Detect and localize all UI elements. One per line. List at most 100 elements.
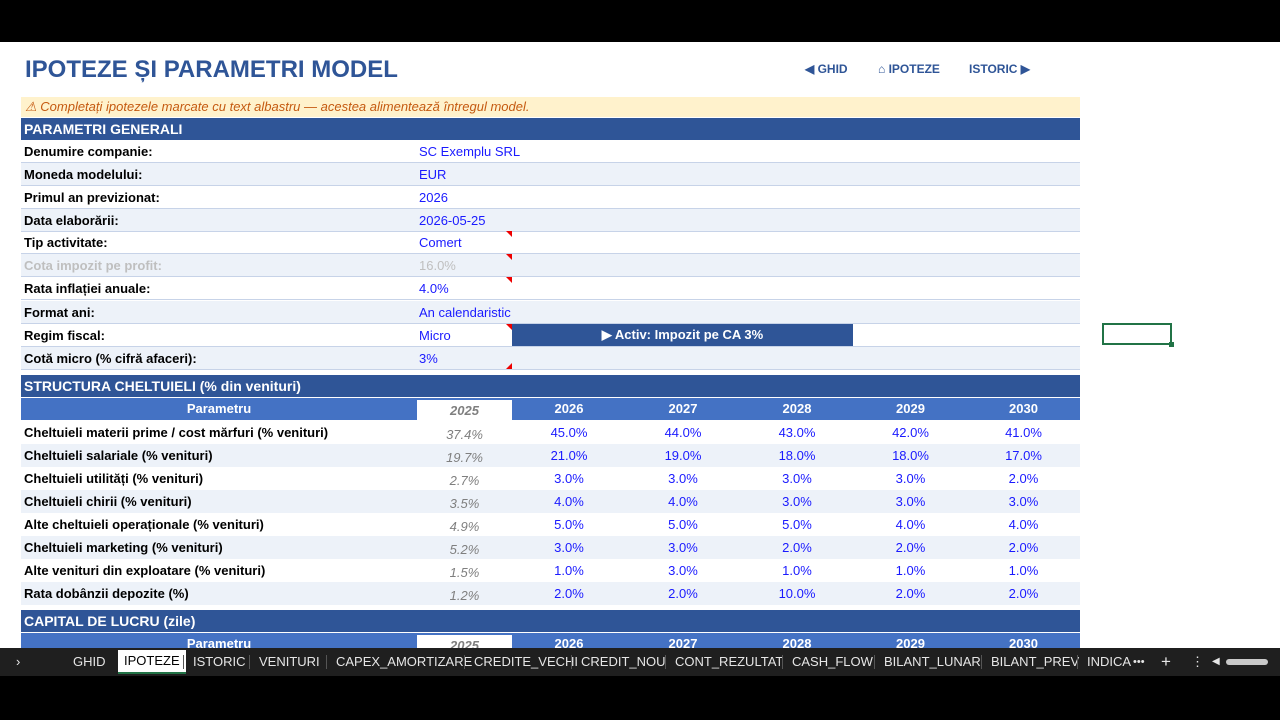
section-header-expenses: STRUCTURA CHELTUIELI (% din venituri) — [21, 375, 1080, 397]
nav-next-link[interactable]: ISTORIC ▶ — [969, 62, 1031, 76]
input-value[interactable]: 3.0% — [1008, 494, 1039, 509]
param-value[interactable]: Micro — [419, 328, 451, 343]
sheet-tab-capex_amortizare[interactable]: CAPEX_AMORTIZARE — [336, 654, 473, 669]
input-value[interactable]: 17.0% — [1005, 448, 1042, 463]
input-value[interactable]: 3.0% — [668, 563, 698, 578]
sheet-tab-credit_nou[interactable]: CREDIT_NOU — [581, 654, 666, 669]
section-header-general: PARAMETRI GENERALI — [21, 118, 1080, 140]
expense-label: Cheltuieli materii prime / cost mărfuri … — [24, 425, 329, 440]
param-value[interactable]: SC Exemplu SRL — [419, 144, 521, 159]
input-value[interactable]: 2.0% — [1008, 540, 1039, 555]
worksheet: IPOTEZE ȘI PARAMETRI MODEL ◀ GHID ⌂ IPOT… — [0, 42, 1280, 648]
menu-icon[interactable]: ⋮ — [1191, 654, 1204, 669]
input-value[interactable]: 2.0% — [895, 586, 926, 601]
input-value[interactable]: 10.0% — [778, 586, 816, 601]
param-value[interactable]: 3% — [419, 351, 438, 366]
expense-row: Alte cheltuieli operaționale (% venituri… — [21, 513, 1080, 536]
input-value[interactable]: 3.0% — [668, 471, 698, 486]
sheet-tab-ipoteze[interactable]: IPOTEZE — [118, 650, 186, 674]
input-value[interactable]: 5.0% — [668, 517, 698, 532]
nav-prev-link[interactable]: ◀ GHID — [805, 62, 848, 76]
param-row: Rata inflației anuale: 4.0% — [21, 277, 1080, 300]
input-value[interactable]: 3.0% — [554, 540, 584, 555]
sheet-tab-cont_rezultat[interactable]: CONT_REZULTAT — [675, 654, 784, 669]
param-value[interactable]: 4.0% — [419, 281, 449, 296]
input-value[interactable]: 5.0% — [554, 517, 584, 532]
input-value[interactable]: 3.0% — [668, 540, 698, 555]
sheet-tab-istoric[interactable]: ISTORIC — [193, 654, 246, 669]
sheet-tab-venituri[interactable]: VENITURI — [259, 654, 320, 669]
sheet-tab-cash_flow[interactable]: CASH_FLOW — [792, 654, 873, 669]
more-tabs-icon[interactable]: ••• — [1133, 656, 1145, 668]
input-value[interactable]: 1.0% — [895, 563, 926, 578]
param-label: Tip activitate: — [24, 235, 108, 250]
input-value[interactable]: 41.0% — [1005, 425, 1042, 440]
selected-cell[interactable] — [1102, 323, 1174, 347]
input-value[interactable]: 2.0% — [1008, 471, 1039, 486]
input-value[interactable]: 44.0% — [664, 425, 702, 440]
input-value[interactable]: 43.0% — [778, 425, 816, 440]
expense-label: Alte cheltuieli operaționale (% venituri… — [24, 517, 264, 532]
input-value[interactable]: 1.0% — [782, 563, 812, 578]
year-header: 2030 — [1009, 636, 1038, 648]
sheet-tab-credite_vechi[interactable]: CREDITE_VECHI — [474, 654, 579, 669]
sheet-tab-bilant_prev[interactable]: BILANT_PREV — [991, 654, 1080, 669]
expense-row: Alte venituri din exploatare (% venituri… — [21, 559, 1080, 582]
sheet-tab-bar: › GHID IPOTEZE ISTORIC VENITURI CAPEX_AMORTI… — [0, 648, 1280, 676]
scroll-left-icon[interactable]: ◀ — [1212, 656, 1220, 667]
param-label: Cota impozit pe profit: — [24, 258, 162, 273]
param-value[interactable]: EUR — [419, 167, 447, 182]
tab-scroll-icon[interactable]: › — [16, 654, 21, 669]
sheet-tab-indica[interactable]: INDICA — [1087, 654, 1132, 669]
tab-separator — [665, 655, 666, 669]
expense-row: Cheltuieli chirii (% venituri) 3.5% 4.0% 4.… — [21, 490, 1080, 513]
sheet-tab-ghid[interactable]: GHID — [73, 654, 106, 669]
input-value[interactable]: 2.0% — [668, 586, 698, 601]
input-value[interactable]: 2.0% — [895, 540, 926, 555]
input-value[interactable]: 4.0% — [668, 494, 698, 509]
input-value[interactable]: 3.0% — [782, 494, 812, 509]
input-value[interactable]: 3.0% — [895, 471, 926, 486]
expense-label: Cheltuieli marketing (% venituri) — [24, 540, 223, 555]
warning-banner: ⚠ Completați ipotezele marcate cu text a… — [21, 97, 1080, 117]
input-value[interactable]: 2.0% — [554, 586, 584, 601]
param-value[interactable]: An calendaristic — [419, 305, 511, 320]
horizontal-scrollbar[interactable] — [1226, 659, 1268, 665]
nav-home-link[interactable]: ⌂ IPOTEZE — [878, 62, 940, 76]
param-row: Data elaborării: 2026-05-25 — [21, 209, 1080, 232]
input-value[interactable]: 45.0% — [550, 425, 588, 440]
input-value[interactable]: 3.0% — [895, 494, 926, 509]
input-value[interactable]: 18.0% — [892, 448, 929, 463]
historical-value: 2.7% — [449, 473, 480, 488]
input-value[interactable]: 18.0% — [778, 448, 816, 463]
input-value[interactable]: 1.0% — [554, 563, 584, 578]
param-value[interactable]: 2026 — [419, 190, 448, 205]
add-sheet-icon[interactable]: + — [1161, 652, 1171, 671]
input-value[interactable]: 21.0% — [550, 448, 588, 463]
input-value[interactable]: 42.0% — [892, 425, 929, 440]
section-header-working-capital: CAPITAL DE LUCRU (zile) — [21, 610, 1080, 632]
input-value[interactable]: 2.0% — [782, 540, 812, 555]
year-header: 2028 — [782, 401, 812, 416]
col-param-header: Parametru — [186, 401, 252, 416]
comment-indicator-icon — [506, 363, 512, 369]
param-row: Cota impozit pe profit: 16.0% — [21, 254, 1080, 277]
year-header: 2030 — [1009, 401, 1038, 416]
input-value[interactable]: 3.0% — [782, 471, 812, 486]
input-value[interactable]: 4.0% — [895, 517, 926, 532]
input-value[interactable]: 1.0% — [1008, 563, 1039, 578]
param-value[interactable]: 2026-05-25 — [419, 213, 486, 228]
year-header: 2028 — [782, 636, 812, 648]
input-value[interactable]: 5.0% — [782, 517, 812, 532]
param-value[interactable]: Comert — [419, 235, 462, 250]
param-label: Primul an previzionat: — [24, 190, 160, 205]
param-label: Regim fiscal: — [24, 328, 105, 343]
sheet-tab-bilant_lunar[interactable]: BILANT_LUNAR — [884, 654, 981, 669]
input-value[interactable]: 4.0% — [554, 494, 584, 509]
input-value[interactable]: 2.0% — [1008, 586, 1039, 601]
input-value[interactable]: 19.0% — [664, 448, 702, 463]
input-value[interactable]: 4.0% — [1008, 517, 1039, 532]
input-value[interactable]: 3.0% — [554, 471, 584, 486]
expense-label: Cheltuieli utilități (% venituri) — [24, 471, 204, 486]
param-value[interactable]: 16.0% — [419, 258, 456, 273]
